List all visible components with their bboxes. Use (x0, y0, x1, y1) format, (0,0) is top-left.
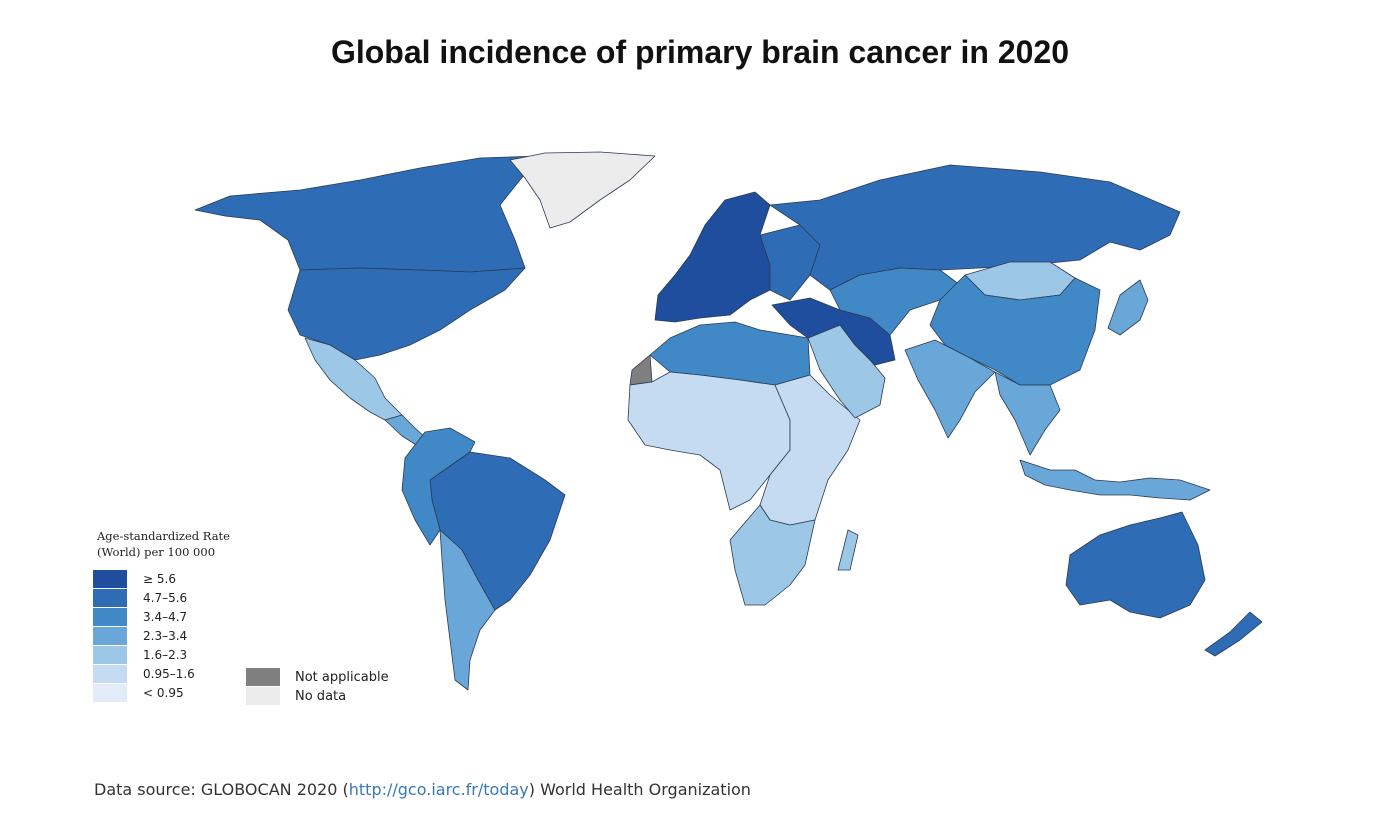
footer-suffix: ) World Health Organization (528, 780, 751, 799)
legend-label-not-applicable: Not applicable (295, 670, 389, 685)
region-australia (1065, 511, 1206, 619)
legend-class-7: < 0.95 (93, 684, 223, 703)
legend-class-4: 2.3–3.4 (93, 627, 223, 646)
region-southern-cone (439, 529, 496, 691)
legend-label-no-data: No data (295, 689, 347, 704)
region-madagascar (837, 529, 859, 571)
region-western-europe (654, 191, 771, 323)
legend-label: 2.3–3.4 (143, 629, 188, 643)
region-southern-africa (729, 504, 816, 606)
legend-label: ≥ 5.6 (143, 572, 176, 586)
legend-label: 0.95–1.6 (143, 667, 195, 681)
legend-swatch (93, 665, 127, 683)
legend-class-2: 4.7–5.6 (93, 589, 223, 608)
region-japan (1107, 279, 1149, 336)
map-legend: Age-standardized Rate (World) per 100 00… (93, 528, 423, 718)
region-southeast-asia (994, 371, 1061, 456)
region-russia (769, 164, 1181, 291)
region-andean-south-america (401, 427, 476, 546)
legend-label: 1.6–2.3 (143, 648, 188, 662)
region-united-states (287, 267, 526, 361)
region-western-sahara (629, 354, 653, 386)
legend-swatch (93, 608, 127, 626)
legend-class-5: 1.6–2.3 (93, 646, 223, 665)
legend-swatch (93, 570, 127, 588)
legend-class-3: 3.4–4.7 (93, 608, 223, 627)
data-source-footer: Data source: GLOBOCAN 2020 (http://gco.i… (94, 780, 751, 799)
legend-label: 3.4–4.7 (143, 610, 188, 624)
data-source-link[interactable]: http://gco.iarc.fr/today (348, 780, 529, 799)
legend-swatch-no-data (246, 687, 280, 705)
legend-label: < 0.95 (143, 686, 184, 700)
legend-title-line-1: Age-standardized Rate (97, 529, 230, 543)
legend-swatch (93, 589, 127, 607)
legend-title-line-2: (World) per 100 000 (97, 545, 216, 559)
footer-prefix: Data source: GLOBOCAN 2020 ( (94, 780, 349, 799)
legend-title: Age-standardized Rate (World) per 100 00… (97, 528, 297, 560)
map-title: Global incidence of primary brain cancer… (330, 34, 1070, 70)
region-india (904, 339, 996, 439)
legend-class-6: 0.95–1.6 (93, 665, 223, 684)
region-greenland (509, 151, 656, 229)
legend-swatch (93, 684, 127, 702)
legend-swatch-not-applicable (246, 668, 280, 686)
legend-label: 4.7–5.6 (143, 591, 188, 605)
region-iran (771, 297, 896, 366)
region-canada (194, 155, 541, 273)
legend-class-1: ≥ 5.6 (93, 570, 223, 589)
region-indonesia (1019, 459, 1211, 501)
legend-swatch (93, 646, 127, 664)
legend-swatch (93, 627, 127, 645)
region-new-zealand (1204, 611, 1263, 657)
legend-no-data: No data (246, 687, 416, 706)
legend-not-applicable: Not applicable (246, 668, 416, 687)
